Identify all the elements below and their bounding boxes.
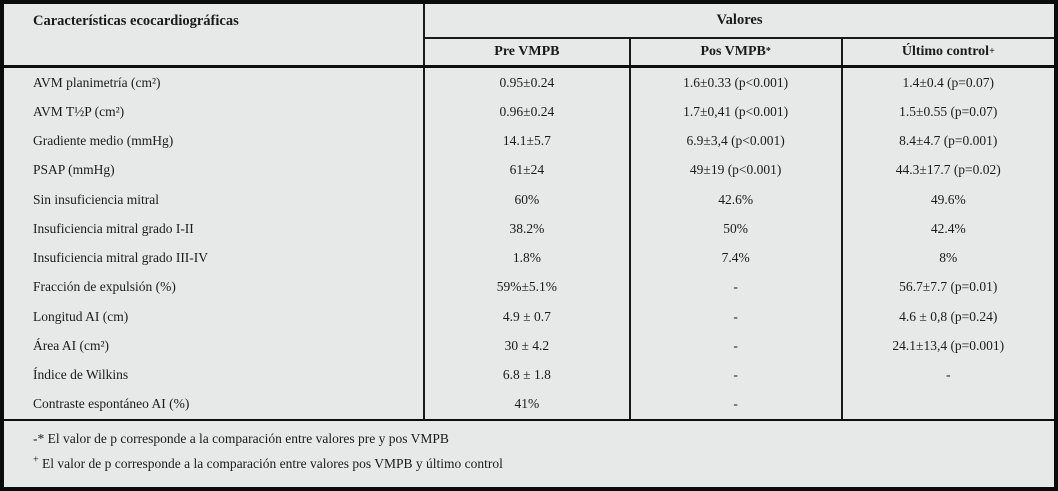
value-pos-vmpb: - [631,302,843,332]
column-header-label: Último control [901,44,990,59]
table-row: Fracción de expulsión (%) 59%±5.1% - 56.… [4,272,1054,302]
column-header-pre-vmpb: Pre VMPB [425,39,631,65]
table-row: AVM planimetría (cm²) 0.95±0.24 1.6±0.33… [4,68,1054,98]
value-pre-vmpb: 6.8 ± 1.8 [425,360,631,390]
value-pre-vmpb: 60% [425,185,631,215]
value-pos-vmpb: 1.6±0.33 (p<0.001) [631,68,843,98]
value-pre-vmpb: 61±24 [425,155,631,185]
footnotes: -* El valor de p corresponde a la compar… [4,421,1054,487]
value-ultimo-control: 4.6 ± 0,8 (p=0.24) [899,308,998,324]
table-row: Sin insuficiencia mitral 60% 42.6% 49.6% [4,185,1054,215]
column-header-pos-vmpb: Pos VMPB * [631,39,843,65]
group-header-valores: Valores [425,4,1054,39]
row-label: Longitud AI (cm) [4,302,426,332]
footnote-pos-ultimo: + El valor de p corresponde a la compara… [33,454,1044,472]
value-pos-vmpb: - [631,272,843,302]
value-pos-vmpb: 50% [631,214,843,244]
row-label: Fracción de expulsión (%) [4,272,426,302]
table-row: Contraste espontáneo AI (%) 41% - [4,389,1054,419]
value-ultimo-control: 8% [939,250,958,266]
footnote-pre-pos: -* El valor de p corresponde a la compar… [33,431,1044,447]
value-pos-vmpb: - [631,360,843,390]
value-ultimo-control: 8.4±4.7 (p=0.001) [899,133,998,149]
header-divider [4,65,1054,68]
value-pos-vmpb: - [631,389,843,419]
value-ultimo-control: 49.6% [930,191,966,207]
value-pre-vmpb: 0.95±0.24 [425,68,631,98]
row-label: Sin insuficiencia mitral [4,185,426,215]
row-label: Gradiente medio (mmHg) [4,126,426,156]
value-ultimo-control: 1.5±0.55 (p=0.07) [899,103,998,119]
value-ultimo-control: 24.1±13,4 (p=0.001) [892,337,1005,353]
table-row: Índice de Wilkins 6.8 ± 1.8 - - [4,360,1054,390]
value-pre-vmpb: 41% [425,389,631,419]
footnote-text: El valor de p corresponde a la comparaci… [38,456,503,471]
value-pre-vmpb: 30 ± 4.2 [425,331,631,361]
table-header: Características ecocardiográficas Valore… [4,4,1054,65]
row-label: Índice de Wilkins [4,360,426,390]
value-pre-vmpb: 0.96±0.24 [425,97,631,127]
row-label: Insuficiencia mitral grado I-II [4,214,426,244]
value-pos-vmpb: 42.6% [631,185,843,215]
row-label: AVM T½P (cm²) [4,97,426,127]
corner-header: Características ecocardiográficas [4,4,426,65]
table-row: Insuficiencia mitral grado III-IV 1.8% 7… [4,243,1054,273]
column-header-label: Pre VMPB [494,44,560,59]
table-row: Área AI (cm²) 30 ± 4.2 - 24.1±13,4 (p=0.… [4,331,1054,361]
row-label: Insuficiencia mitral grado III-IV [4,243,426,273]
value-pos-vmpb: 49±19 (p<0.001) [631,155,843,185]
table-row: Gradiente medio (mmHg) 14.1±5.7 6.9±3,4 … [4,126,1054,156]
value-ultimo-control: 1.4±0.4 (p=0.07) [902,74,995,90]
value-ultimo-control: 42.4% [930,220,966,236]
footnote-text: -* El valor de p corresponde a la compar… [33,431,449,446]
value-pos-vmpb: 1.7±0,41 (p<0.001) [631,97,843,127]
table-row: AVM T½P (cm²) 0.96±0.24 1.7±0,41 (p<0.00… [4,97,1054,127]
value-pos-vmpb: - [631,331,843,361]
value-ultimo-control: 44.3±17.7 (p=0.02) [895,162,1001,178]
value-pos-vmpb: 6.9±3,4 (p<0.001) [631,126,843,156]
row-label: Área AI (cm²) [4,331,426,361]
value-ultimo-control [843,390,1054,419]
table-row: PSAP (mmHg) 61±24 49±19 (p<0.001) 44.3±1… [4,155,1054,185]
value-pos-vmpb: 7.4% [631,243,843,273]
value-pre-vmpb: 1.8% [425,243,631,273]
value-pre-vmpb: 14.1±5.7 [425,126,631,156]
value-ultimo-control: 56.7±7.7 (p=0.01) [899,279,998,295]
table-row: Insuficiencia mitral grado I-II 38.2% 50… [4,214,1054,244]
footnote-sup: + [33,454,39,466]
column-header-ultimo-control: Último control + [901,44,995,59]
value-pre-vmpb: 59%±5.1% [425,272,631,302]
values-header-group: Valores Pre VMPB Pos VMPB * Último contr… [425,4,1054,65]
value-pre-vmpb: 38.2% [425,214,631,244]
row-label: AVM planimetría (cm²) [4,68,426,98]
column-header-label: Pos VMPB [700,44,766,59]
footnote-divider [4,419,1054,421]
table-body: AVM planimetría (cm²) 0.95±0.24 1.6±0.33… [4,68,1054,419]
row-label: PSAP (mmHg) [4,155,426,185]
subheader-row: Pre VMPB Pos VMPB * Último control + [425,39,1054,65]
value-ultimo-control: - [946,367,951,383]
row-label: Contraste espontáneo AI (%) [4,389,426,419]
value-pre-vmpb: 4.9 ± 0.7 [425,302,631,332]
table-row: Longitud AI (cm) 4.9 ± 0.7 - 4.6 ± 0,8 (… [4,302,1054,332]
